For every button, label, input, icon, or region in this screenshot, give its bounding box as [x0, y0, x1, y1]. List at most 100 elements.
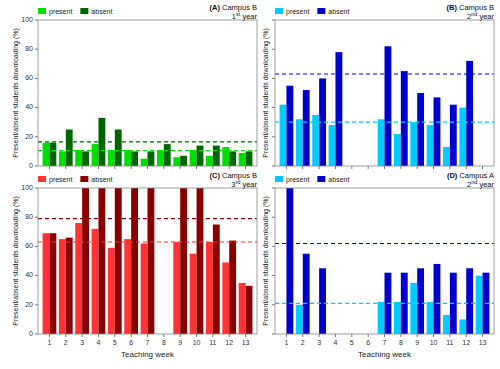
x-tick: [482, 166, 483, 169]
x-tick-label: 4: [334, 339, 338, 346]
bar: [378, 119, 385, 166]
x-tick: [196, 166, 197, 169]
bar: [43, 233, 50, 334]
x-tick-label: 1: [284, 339, 288, 346]
bar: [148, 188, 155, 334]
x-tick-label: 8: [399, 339, 403, 346]
x-tick: [180, 166, 181, 169]
x-tick-label: 6: [366, 339, 370, 346]
average-line: [38, 241, 257, 242]
bar: [124, 150, 131, 166]
y-axis-label: Present/absent students downloading (%): [12, 28, 20, 158]
x-tick-label: 3: [317, 339, 321, 346]
bar: [296, 119, 303, 166]
bar: [385, 46, 392, 166]
legend-label: absent: [91, 176, 112, 183]
x-tick-label: 4: [97, 339, 101, 346]
y-axis-label: Present/absent students downloading (%): [262, 28, 270, 158]
x-tick: [351, 334, 352, 337]
bar: [246, 151, 253, 166]
y-tick: [35, 246, 38, 247]
y-tick: [35, 217, 38, 218]
title-part: year: [477, 180, 494, 189]
y-tick-label: 100: [21, 184, 33, 191]
x-tick: [302, 166, 303, 169]
bar: [98, 188, 105, 334]
bar: [466, 268, 473, 334]
panel: 12345678910111213Present/absent students…: [262, 171, 495, 359]
legend-item: absent: [80, 8, 112, 15]
bar: [92, 144, 99, 166]
bar: [476, 276, 483, 334]
y-tick: [35, 20, 38, 21]
x-tick: [49, 334, 50, 337]
bar: [246, 286, 253, 334]
average-line: [275, 73, 494, 74]
bar: [417, 93, 424, 166]
bar: [434, 264, 441, 334]
bar: [206, 156, 213, 166]
bar: [190, 150, 197, 166]
bar: [92, 229, 99, 334]
bar: [213, 146, 220, 166]
average-line: [275, 303, 494, 304]
legend-item: present: [38, 8, 72, 16]
figure: 020406080100Present/absent students down…: [0, 0, 500, 369]
x-tick-label: 9: [415, 339, 419, 346]
bar: [75, 223, 82, 334]
x-tick-label: 12: [225, 339, 233, 346]
x-tick-label: 5: [350, 339, 354, 346]
bar: [394, 134, 401, 166]
bar: [443, 315, 450, 334]
average-line: [275, 122, 494, 123]
x-tick: [449, 166, 450, 169]
x-tick: [196, 334, 197, 337]
bar: [115, 130, 122, 167]
x-tick-label: 6: [129, 339, 133, 346]
bar: [131, 151, 138, 166]
x-tick-label: 2: [301, 339, 305, 346]
y-tick: [272, 49, 275, 50]
legend-item: present: [38, 176, 72, 184]
x-tick: [114, 334, 115, 337]
bar: [459, 319, 466, 334]
bar: [466, 61, 473, 166]
bar: [59, 151, 66, 166]
bar: [180, 188, 187, 334]
x-tick-label: 3: [80, 339, 84, 346]
plot-frame: [38, 188, 257, 334]
bar: [443, 147, 450, 166]
y-tick-label: 80: [25, 213, 33, 220]
y-tick: [272, 334, 275, 335]
legend-swatch: [317, 176, 325, 182]
bar: [378, 302, 385, 334]
legend-item: present: [275, 8, 309, 16]
average-line: [275, 243, 494, 244]
title-part: (C): [209, 171, 220, 180]
plot-marks: [275, 46, 494, 166]
x-tick: [212, 166, 213, 169]
bar: [108, 150, 115, 166]
bar: [229, 151, 236, 166]
bar: [222, 262, 229, 334]
y-tick-label: 80: [25, 45, 33, 52]
x-tick: [98, 334, 99, 337]
bar: [66, 238, 73, 334]
y-tick: [272, 246, 275, 247]
bar: [394, 302, 401, 334]
x-tick-label: 9: [178, 339, 182, 346]
x-tick: [180, 334, 181, 337]
x-tick: [65, 334, 66, 337]
bar: [197, 146, 204, 166]
x-tick: [384, 334, 385, 337]
bar: [66, 130, 73, 167]
bar: [141, 243, 148, 334]
x-tick: [82, 334, 83, 337]
panel-title: (D) Campus A2nd year: [447, 171, 495, 189]
legend-label: absent: [328, 176, 349, 183]
average-line: [38, 150, 257, 151]
panel-title: (A) Campus B1st year: [209, 3, 257, 21]
x-tick: [163, 166, 164, 169]
x-tick: [466, 166, 467, 169]
bar: [190, 254, 197, 334]
